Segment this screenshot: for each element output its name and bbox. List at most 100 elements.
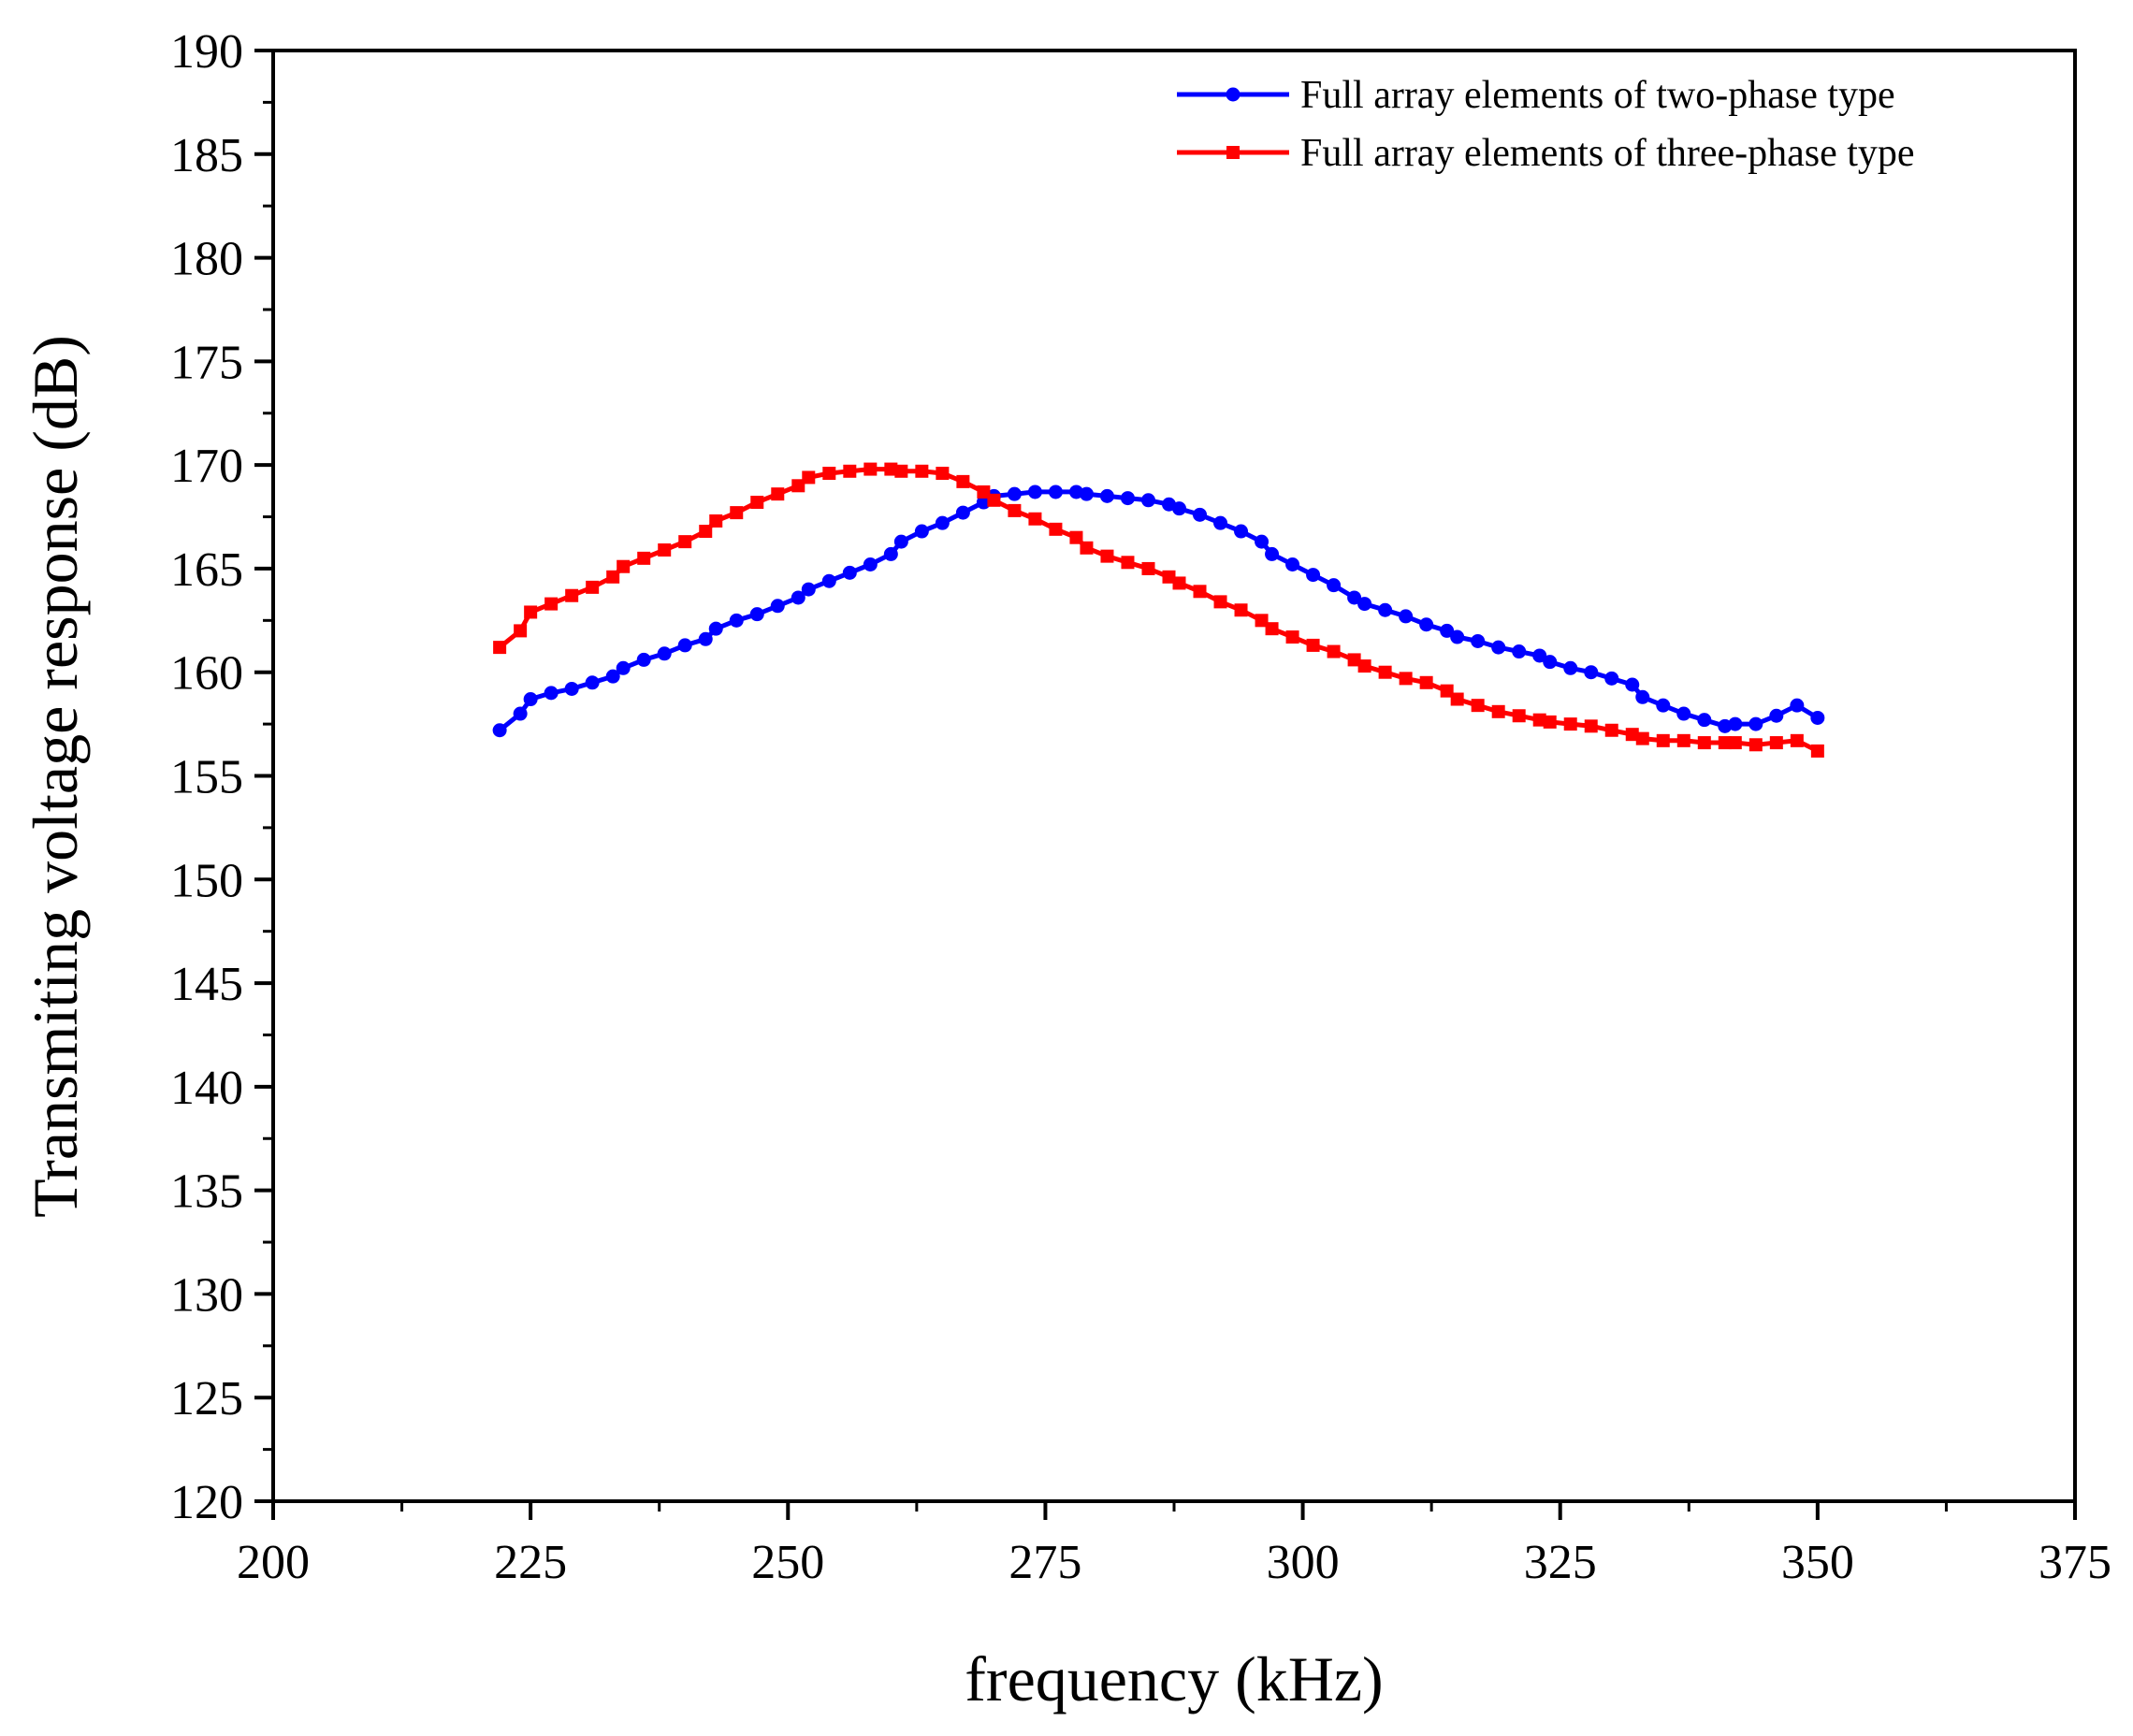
data-point — [605, 669, 620, 684]
data-point — [1100, 549, 1114, 563]
series-line-2 — [498, 467, 1820, 754]
data-point — [564, 681, 579, 696]
y-tick-label: 130 — [170, 1268, 243, 1322]
x-tick-label: 275 — [1008, 1536, 1081, 1589]
data-point — [677, 638, 692, 653]
data-point — [1234, 524, 1249, 539]
data-point — [1440, 623, 1455, 638]
legend-marker-2 — [1226, 146, 1240, 159]
data-point — [976, 495, 991, 510]
series-layer — [492, 462, 1825, 758]
data-point — [936, 467, 950, 481]
data-point — [822, 467, 836, 481]
data-point — [987, 493, 1001, 507]
data-point — [1080, 541, 1094, 555]
x-tick-label: 250 — [751, 1536, 824, 1589]
data-point — [750, 496, 764, 510]
data-point — [1656, 733, 1670, 747]
data-point — [1769, 736, 1783, 750]
data-point — [1512, 709, 1526, 723]
data-point — [493, 641, 507, 655]
x-tick-label: 375 — [2039, 1536, 2111, 1589]
data-point — [894, 464, 908, 478]
data-point — [1676, 706, 1691, 721]
data-point — [616, 660, 631, 675]
data-point — [1347, 653, 1361, 667]
data-point — [1748, 716, 1763, 731]
data-point — [1008, 503, 1022, 517]
series-line-1 — [498, 489, 1820, 732]
data-point — [1028, 512, 1042, 526]
data-point — [1378, 665, 1392, 679]
data-point — [1327, 578, 1342, 593]
data-point — [1625, 677, 1640, 692]
data-point — [1656, 698, 1671, 713]
legend-label-2: Full array elements of three-phase type — [1300, 132, 1915, 175]
data-point — [699, 525, 713, 539]
data-point — [606, 570, 620, 584]
data-point — [1728, 736, 1742, 750]
data-point — [1120, 491, 1135, 506]
data-point — [1471, 633, 1486, 648]
data-point — [1543, 715, 1557, 729]
data-point — [523, 692, 538, 707]
plot-frame — [271, 49, 2077, 1503]
data-point — [708, 621, 723, 636]
data-point — [1748, 738, 1763, 752]
data-point — [1419, 675, 1433, 689]
x-tick-label: 225 — [494, 1536, 567, 1589]
data-point — [1604, 671, 1619, 686]
data-point — [1306, 638, 1320, 652]
y-tick-label: 150 — [170, 854, 243, 907]
data-point — [1419, 617, 1434, 632]
data-point — [1790, 698, 1805, 713]
x-axis-title: frequency (kHz) — [965, 1643, 1383, 1714]
y-tick-label: 155 — [170, 751, 243, 804]
data-point — [1265, 622, 1279, 636]
y-axis-ticks: 120 125 130 135 140 145 150 155 160 165 170 175 180 1… — [170, 25, 273, 1529]
y-tick-label: 120 — [170, 1476, 243, 1529]
data-point — [1450, 692, 1464, 706]
data-point — [709, 514, 723, 528]
data-point — [1099, 488, 1114, 503]
data-point — [1069, 530, 1083, 544]
data-point — [791, 479, 805, 493]
data-point — [802, 470, 816, 485]
data-point — [1512, 644, 1527, 659]
data-point — [617, 559, 631, 573]
data-point — [513, 706, 528, 721]
data-point — [637, 551, 651, 565]
data-point — [514, 624, 528, 638]
data-point — [863, 557, 878, 571]
data-point — [492, 723, 507, 738]
data-point — [1007, 486, 1022, 501]
data-point — [636, 652, 651, 667]
data-point — [1676, 733, 1690, 747]
data-point — [883, 546, 898, 561]
data-point — [1378, 602, 1393, 617]
y-tick-label: 140 — [170, 1062, 243, 1115]
y-tick-label: 125 — [170, 1372, 243, 1425]
data-point — [1625, 728, 1639, 742]
data-point — [585, 675, 600, 690]
data-point — [1121, 556, 1135, 570]
data-point — [801, 582, 816, 597]
data-point — [1563, 717, 1577, 731]
data-point — [1635, 731, 1649, 745]
data-point — [821, 573, 836, 588]
y-tick-label: 190 — [170, 25, 243, 79]
data-point — [1357, 597, 1372, 612]
y-tick-label: 145 — [170, 958, 243, 1011]
data-point — [749, 607, 764, 622]
data-point — [935, 515, 950, 530]
data-point — [1027, 485, 1042, 499]
data-point — [586, 580, 600, 594]
data-point — [1491, 640, 1506, 655]
data-point — [1140, 493, 1155, 508]
data-point — [956, 474, 970, 488]
data-point — [1810, 710, 1825, 725]
data-point — [1049, 522, 1063, 536]
data-point — [1532, 713, 1546, 727]
data-point — [791, 590, 805, 605]
